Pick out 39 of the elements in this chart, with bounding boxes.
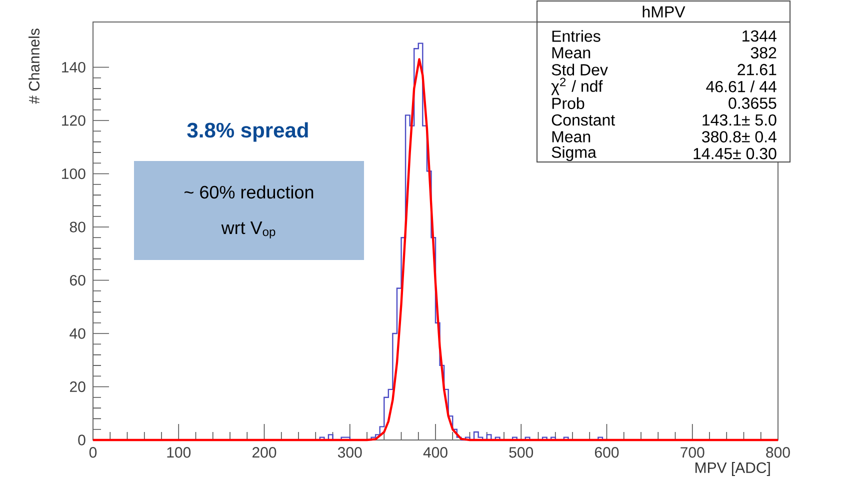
x-tick-label: 0 (89, 447, 97, 458)
annotation: Mean (552, 47, 590, 58)
annotation: Prob (552, 97, 584, 110)
y-tick-label: 20 (70, 381, 86, 392)
x-axis-title: MPV [ADC] (695, 462, 770, 476)
y-tick-label: 40 (70, 328, 86, 339)
annotation: 382 (750, 47, 776, 58)
x-tick-label: 100 (167, 447, 191, 458)
annotation: 21.61 (738, 64, 776, 76)
y-tick-label: 0 (78, 434, 86, 446)
y-tick-label: 100 (62, 168, 86, 180)
y-tick-label: 80 (70, 222, 86, 232)
text: hMPV (642, 6, 686, 18)
annotation: 0.3655 (728, 98, 776, 109)
annotation: 3.8% spread (187, 122, 308, 142)
annotation: Mean (552, 131, 590, 142)
x-tick-label: 300 (338, 447, 362, 458)
annotation: Sigma (552, 146, 596, 162)
annotation: 46.61 / 44 (706, 80, 776, 92)
annotation: wrt V$_{op}$ (221, 222, 276, 238)
y-tick-label: 60 (70, 274, 86, 286)
annotation: Constant (552, 114, 615, 126)
annotation: 1344 (742, 30, 776, 42)
annotation: 143.1± 5.0 (702, 114, 776, 126)
x-tick-label: 200 (252, 447, 276, 458)
y-axis-title: # Channels (28, 28, 40, 104)
x-tick-label: 700 (680, 447, 704, 458)
x-tick-label: 600 (594, 447, 619, 458)
annotation: 380.8± 0.4 (702, 131, 776, 142)
annotation: χ$^{2}$ / ndf (551, 78, 603, 96)
x-tick-label: 400 (423, 447, 448, 458)
y-tick-label: 120 (62, 115, 86, 126)
x-tick-label: 800 (766, 447, 790, 458)
annotation: ~ 60% reduction (184, 185, 314, 199)
annotation: 14.45± 0.30 (694, 148, 776, 160)
annotation: Entries (552, 30, 600, 42)
annotation: Std Dev (552, 64, 608, 76)
x-tick-label: 500 (509, 447, 534, 458)
y-tick-label: 140 (62, 62, 86, 73)
